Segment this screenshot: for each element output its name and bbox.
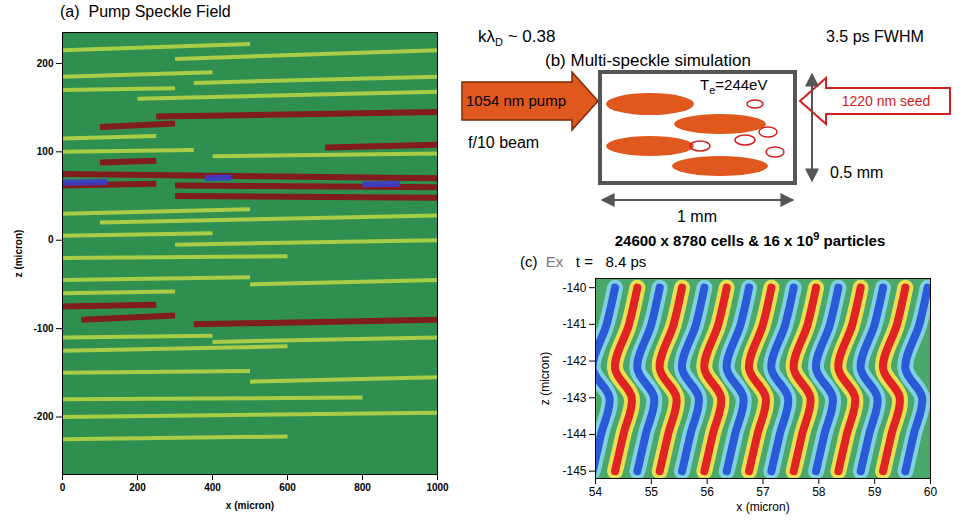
svg-text:-100: -100 <box>33 323 53 334</box>
svg-text:59: 59 <box>868 485 882 499</box>
svg-text:60: 60 <box>924 485 938 499</box>
svg-text:-200: -200 <box>33 411 53 422</box>
svg-text:f/10 beam: f/10 beam <box>468 134 539 151</box>
svg-text:600: 600 <box>279 482 296 493</box>
svg-text:-143: -143 <box>562 391 586 405</box>
svg-text:58: 58 <box>812 485 826 499</box>
svg-text:0: 0 <box>48 234 54 245</box>
svg-text:kλD ~ 0.38: kλD ~ 0.38 <box>478 27 555 48</box>
svg-text:-140: -140 <box>562 281 586 295</box>
svg-text:24600 x 8780 cells & 16 x 109: 24600 x 8780 cells & 16 x 109 particles <box>615 230 886 249</box>
svg-text:800: 800 <box>354 482 371 493</box>
svg-text:100: 100 <box>37 146 54 157</box>
html-text:(c) Ex t = 8.4 ps: (c) Ex t = 8.4 ps <box>520 253 647 270</box>
svg-text:400: 400 <box>204 482 221 493</box>
svg-text:-142: -142 <box>562 354 586 368</box>
svg-text:Te=244eV: Te=244eV <box>700 76 767 96</box>
svg-text:1 mm: 1 mm <box>677 208 717 225</box>
svg-text:57: 57 <box>756 485 770 499</box>
svg-text:56: 56 <box>700 485 714 499</box>
svg-text:x (micron): x (micron) <box>226 500 274 511</box>
svg-text:z (micron): z (micron) <box>538 352 552 405</box>
svg-text:0: 0 <box>60 482 66 493</box>
html-text:(a) Pump Speckle Field: (a) Pump Speckle Field <box>60 3 231 20</box>
svg-text:-144: -144 <box>562 427 586 441</box>
svg-text:200: 200 <box>129 482 146 493</box>
svg-text:1000: 1000 <box>426 482 449 493</box>
svg-text:54: 54 <box>589 485 603 499</box>
svg-text:(b) Multi-speckle simulation: (b) Multi-speckle simulation <box>545 51 751 70</box>
svg-text:z (micron): z (micron) <box>13 230 24 278</box>
svg-text:-145: -145 <box>562 464 586 478</box>
svg-text:0.5 mm: 0.5 mm <box>830 164 883 181</box>
svg-text:1220 nm seed: 1220 nm seed <box>842 93 931 109</box>
svg-text:1054 nm pump: 1054 nm pump <box>466 92 566 109</box>
svg-text:-141: -141 <box>562 317 586 331</box>
svg-text:55: 55 <box>645 485 659 499</box>
svg-text:200: 200 <box>37 58 54 69</box>
svg-text:x (micron): x (micron) <box>736 500 789 514</box>
svg-text:3.5 ps FWHM: 3.5 ps FWHM <box>826 28 924 45</box>
